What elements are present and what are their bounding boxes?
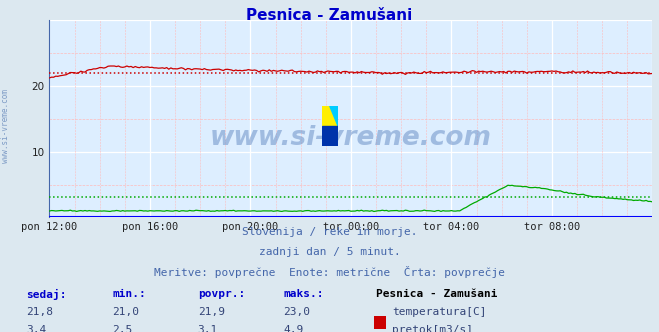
Text: www.si-vreme.com: www.si-vreme.com [210,125,492,151]
Text: www.si-vreme.com: www.si-vreme.com [1,89,10,163]
Text: Pesnica - Zamušani: Pesnica - Zamušani [376,289,497,299]
Text: 2,5: 2,5 [112,325,132,332]
Text: 4,9: 4,9 [283,325,304,332]
Text: temperatura[C]: temperatura[C] [392,307,486,317]
Text: zadnji dan / 5 minut.: zadnji dan / 5 minut. [258,247,401,257]
Text: 21,8: 21,8 [26,307,53,317]
Text: 3,1: 3,1 [198,325,218,332]
Text: Meritve: povprečne  Enote: metrične  Črta: povprečje: Meritve: povprečne Enote: metrične Črta:… [154,266,505,278]
Text: 21,9: 21,9 [198,307,225,317]
Polygon shape [322,126,338,146]
Text: 21,0: 21,0 [112,307,139,317]
Text: Slovenija / reke in morje.: Slovenija / reke in morje. [242,227,417,237]
Text: 23,0: 23,0 [283,307,310,317]
Text: povpr.:: povpr.: [198,289,245,299]
Polygon shape [330,106,338,126]
Text: sedaj:: sedaj: [26,289,67,300]
Polygon shape [322,106,338,126]
Text: pretok[m3/s]: pretok[m3/s] [392,325,473,332]
Text: min.:: min.: [112,289,146,299]
Text: Pesnica - Zamušani: Pesnica - Zamušani [246,8,413,23]
Text: maks.:: maks.: [283,289,324,299]
Text: 3,4: 3,4 [26,325,47,332]
